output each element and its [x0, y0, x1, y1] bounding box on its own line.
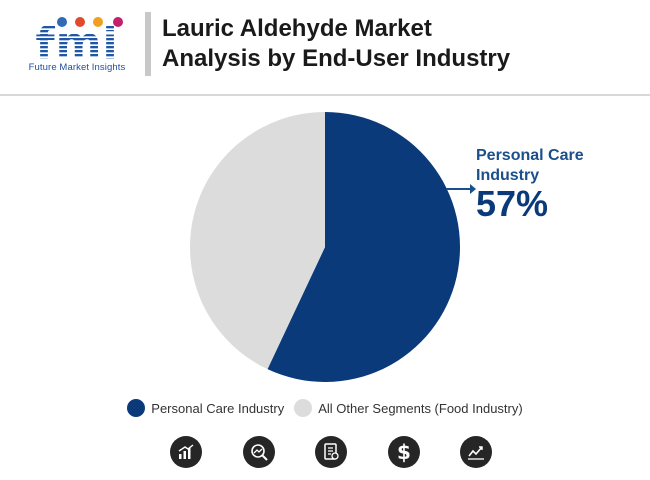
legend-swatch-personal-care [127, 399, 146, 417]
pie-chart [189, 112, 476, 382]
pie-slice-other-segments [189, 112, 325, 370]
pie-slice-personal-care [267, 112, 460, 382]
fmi-logo: fmi [35, 17, 123, 69]
legend-label-other-segments: All Other Segments (Food Industry) [318, 400, 523, 416]
callout-value: 57% [476, 183, 549, 224]
legend-item-other-segments: All Other Segments (Food Industry) [294, 399, 523, 417]
header-rule [0, 94, 650, 96]
header-divider [145, 12, 151, 76]
callout-label-line-1: Personal Care [476, 147, 584, 164]
svg-text:fmi: fmi [35, 18, 118, 69]
report-document-icon [315, 436, 347, 468]
dollar-icon: $ [388, 436, 420, 468]
header: fmi Future Market Insights Lauric Aldehy… [0, 0, 650, 94]
legend-item-personal-care: Personal Care Industry [127, 399, 284, 417]
callout-arrow-head [470, 184, 476, 194]
footer-icon-row: $ [0, 436, 650, 470]
callout-label-line-2: Industry [476, 167, 540, 184]
bar-chart-icon [170, 436, 202, 468]
legend-label-personal-care: Personal Care Industry [151, 400, 285, 416]
title-line-2: Analysis by End-User Industry [162, 45, 511, 72]
trend-line-icon [460, 436, 492, 468]
legend-swatch-other-segments [294, 399, 313, 417]
title-line-1: Lauric Aldehyde Market [162, 15, 432, 42]
magnifier-chart-icon [243, 436, 275, 468]
callout-label: Personal Care Industry [476, 146, 626, 186]
legend: Personal Care Industry All Other Segment… [0, 396, 650, 420]
logo-tagline: Future Market Insights [28, 62, 126, 73]
page-title: Lauric Aldehyde Market Analysis by End-U… [162, 14, 632, 74]
